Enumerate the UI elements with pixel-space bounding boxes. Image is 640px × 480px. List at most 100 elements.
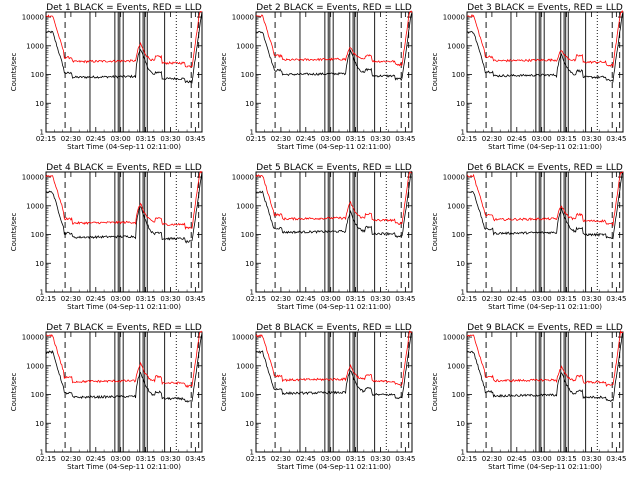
detector-panel-9: Det 9 BLACK = Events, RED = LLD 1 10 100 100… bbox=[431, 323, 626, 471]
y-axis-label: Counts/sec bbox=[10, 53, 18, 92]
x-tick-label: 02:15 bbox=[36, 135, 56, 143]
y-tick-label: 1000 bbox=[236, 202, 254, 210]
lld-series-line bbox=[45, 330, 203, 389]
y-axis-label: Counts/sec bbox=[220, 53, 228, 92]
x-tick-label: 03:15 bbox=[556, 455, 576, 463]
x-tick-label: 03:45 bbox=[606, 135, 626, 143]
x-tick-label: 02:15 bbox=[246, 135, 266, 143]
plot-frame bbox=[255, 11, 413, 133]
y-tick-label: 100 bbox=[31, 231, 44, 239]
panel-title: Det 1 BLACK = Events, RED = LLD bbox=[46, 3, 202, 13]
y-tick-label: 1 bbox=[461, 449, 465, 457]
x-axis-label: Start Time (04-Sep-11 02:11:00) bbox=[488, 303, 602, 311]
x-tick-label: 03:30 bbox=[370, 135, 390, 143]
detector-panel-7: Det 7 BLACK = Events, RED = LLD 1 10 100 100… bbox=[10, 323, 205, 471]
x-tick-label: 02:15 bbox=[457, 135, 477, 143]
x-tick-label: 03:00 bbox=[532, 135, 552, 143]
x-tick-label: 02:30 bbox=[61, 455, 81, 463]
y-axis-label: Counts/sec bbox=[431, 53, 439, 92]
y-tick-label: 10000 bbox=[22, 174, 44, 182]
x-axis-label: Start Time (04-Sep-11 02:11:00) bbox=[67, 303, 181, 311]
x-tick-label: 03:30 bbox=[160, 295, 180, 303]
y-tick-label: 1000 bbox=[236, 42, 254, 50]
x-tick-label: 03:15 bbox=[135, 135, 155, 143]
x-tick-label: 03:30 bbox=[581, 135, 601, 143]
x-tick-label: 02:15 bbox=[457, 295, 477, 303]
panel-title: Det 4 BLACK = Events, RED = LLD bbox=[46, 163, 202, 173]
y-tick-label: 10000 bbox=[443, 174, 465, 182]
plot-frame bbox=[466, 171, 624, 293]
x-tick-label: 02:45 bbox=[296, 295, 316, 303]
events-series-line bbox=[255, 12, 413, 82]
x-tick-label: 03:15 bbox=[345, 295, 365, 303]
y-tick-label: 1 bbox=[40, 129, 44, 137]
x-tick-label: 02:45 bbox=[507, 455, 527, 463]
y-axis-label: Counts/sec bbox=[220, 373, 228, 412]
y-tick-label: 10 bbox=[456, 420, 465, 428]
y-tick-label: 100 bbox=[241, 71, 254, 79]
y-axis-label: Counts/sec bbox=[10, 373, 18, 412]
y-tick-label: 10000 bbox=[443, 334, 465, 342]
x-tick-label: 03:30 bbox=[370, 295, 390, 303]
y-tick-label: 10000 bbox=[232, 14, 254, 22]
detector-panel-2: Det 2 BLACK = Events, RED = LLD 1 10 100 100… bbox=[220, 3, 415, 151]
events-series-line bbox=[45, 171, 203, 244]
y-tick-label: 1000 bbox=[26, 42, 44, 50]
y-tick-label: 10 bbox=[35, 100, 44, 108]
x-tick-label: 03:00 bbox=[111, 455, 131, 463]
x-axis-label: Start Time (04-Sep-11 02:11:00) bbox=[277, 303, 391, 311]
y-axis-label: Counts/sec bbox=[220, 213, 228, 252]
y-tick-label: 10000 bbox=[232, 174, 254, 182]
x-tick-label: 03:00 bbox=[321, 135, 341, 143]
panel-title: Det 2 BLACK = Events, RED = LLD bbox=[256, 3, 412, 13]
panel-title: Det 7 BLACK = Events, RED = LLD bbox=[46, 323, 202, 333]
x-tick-label: 03:00 bbox=[532, 455, 552, 463]
x-tick-label: 02:30 bbox=[482, 295, 502, 303]
plot-frame bbox=[45, 11, 203, 133]
detector-panel-3: Det 3 BLACK = Events, RED = LLD 1 10 100 100… bbox=[431, 3, 626, 151]
y-tick-label: 10 bbox=[245, 420, 254, 428]
x-tick-label: 03:45 bbox=[185, 295, 205, 303]
y-tick-label: 1000 bbox=[236, 362, 254, 370]
x-axis-label: Start Time (04-Sep-11 02:11:00) bbox=[67, 463, 181, 471]
y-tick-label: 1 bbox=[40, 449, 44, 457]
y-tick-label: 10 bbox=[245, 260, 254, 268]
plot-frame bbox=[255, 171, 413, 293]
x-tick-label: 02:30 bbox=[61, 295, 81, 303]
x-tick-label: 03:30 bbox=[581, 455, 601, 463]
x-tick-label: 02:30 bbox=[482, 135, 502, 143]
x-tick-label: 02:15 bbox=[246, 295, 266, 303]
events-series-line bbox=[45, 11, 203, 84]
x-tick-label: 03:30 bbox=[160, 135, 180, 143]
y-tick-label: 100 bbox=[31, 391, 44, 399]
y-tick-label: 1 bbox=[250, 449, 254, 457]
x-tick-label: 03:00 bbox=[111, 295, 131, 303]
x-tick-label: 03:30 bbox=[581, 295, 601, 303]
lld-series-line bbox=[255, 10, 413, 67]
y-tick-label: 1 bbox=[461, 129, 465, 137]
plot-frame bbox=[45, 171, 203, 293]
panel-title: Det 5 BLACK = Events, RED = LLD bbox=[256, 163, 412, 173]
y-tick-label: 100 bbox=[31, 71, 44, 79]
y-tick-label: 1000 bbox=[447, 42, 465, 50]
y-axis-label: Counts/sec bbox=[431, 373, 439, 412]
y-tick-label: 10 bbox=[35, 420, 44, 428]
y-tick-label: 10000 bbox=[22, 334, 44, 342]
lld-series-line bbox=[466, 329, 624, 387]
x-axis-label: Start Time (04-Sep-11 02:11:00) bbox=[277, 463, 391, 471]
x-tick-label: 03:45 bbox=[606, 455, 626, 463]
lld-series-line bbox=[255, 330, 413, 386]
detector-panel-5: Det 5 BLACK = Events, RED = LLD 1 10 100 100… bbox=[220, 163, 415, 311]
y-tick-label: 100 bbox=[452, 391, 465, 399]
detector-panel-8: Det 8 BLACK = Events, RED = LLD 1 10 100 100… bbox=[220, 323, 415, 471]
x-axis-label: Start Time (04-Sep-11 02:11:00) bbox=[277, 143, 391, 151]
y-tick-label: 10 bbox=[456, 260, 465, 268]
lld-series-line bbox=[466, 10, 624, 68]
panel-title: Det 3 BLACK = Events, RED = LLD bbox=[467, 3, 623, 13]
x-tick-label: 03:15 bbox=[345, 455, 365, 463]
y-tick-label: 100 bbox=[241, 231, 254, 239]
x-tick-label: 03:45 bbox=[395, 135, 415, 143]
x-tick-label: 03:30 bbox=[160, 455, 180, 463]
x-tick-label: 03:45 bbox=[395, 295, 415, 303]
